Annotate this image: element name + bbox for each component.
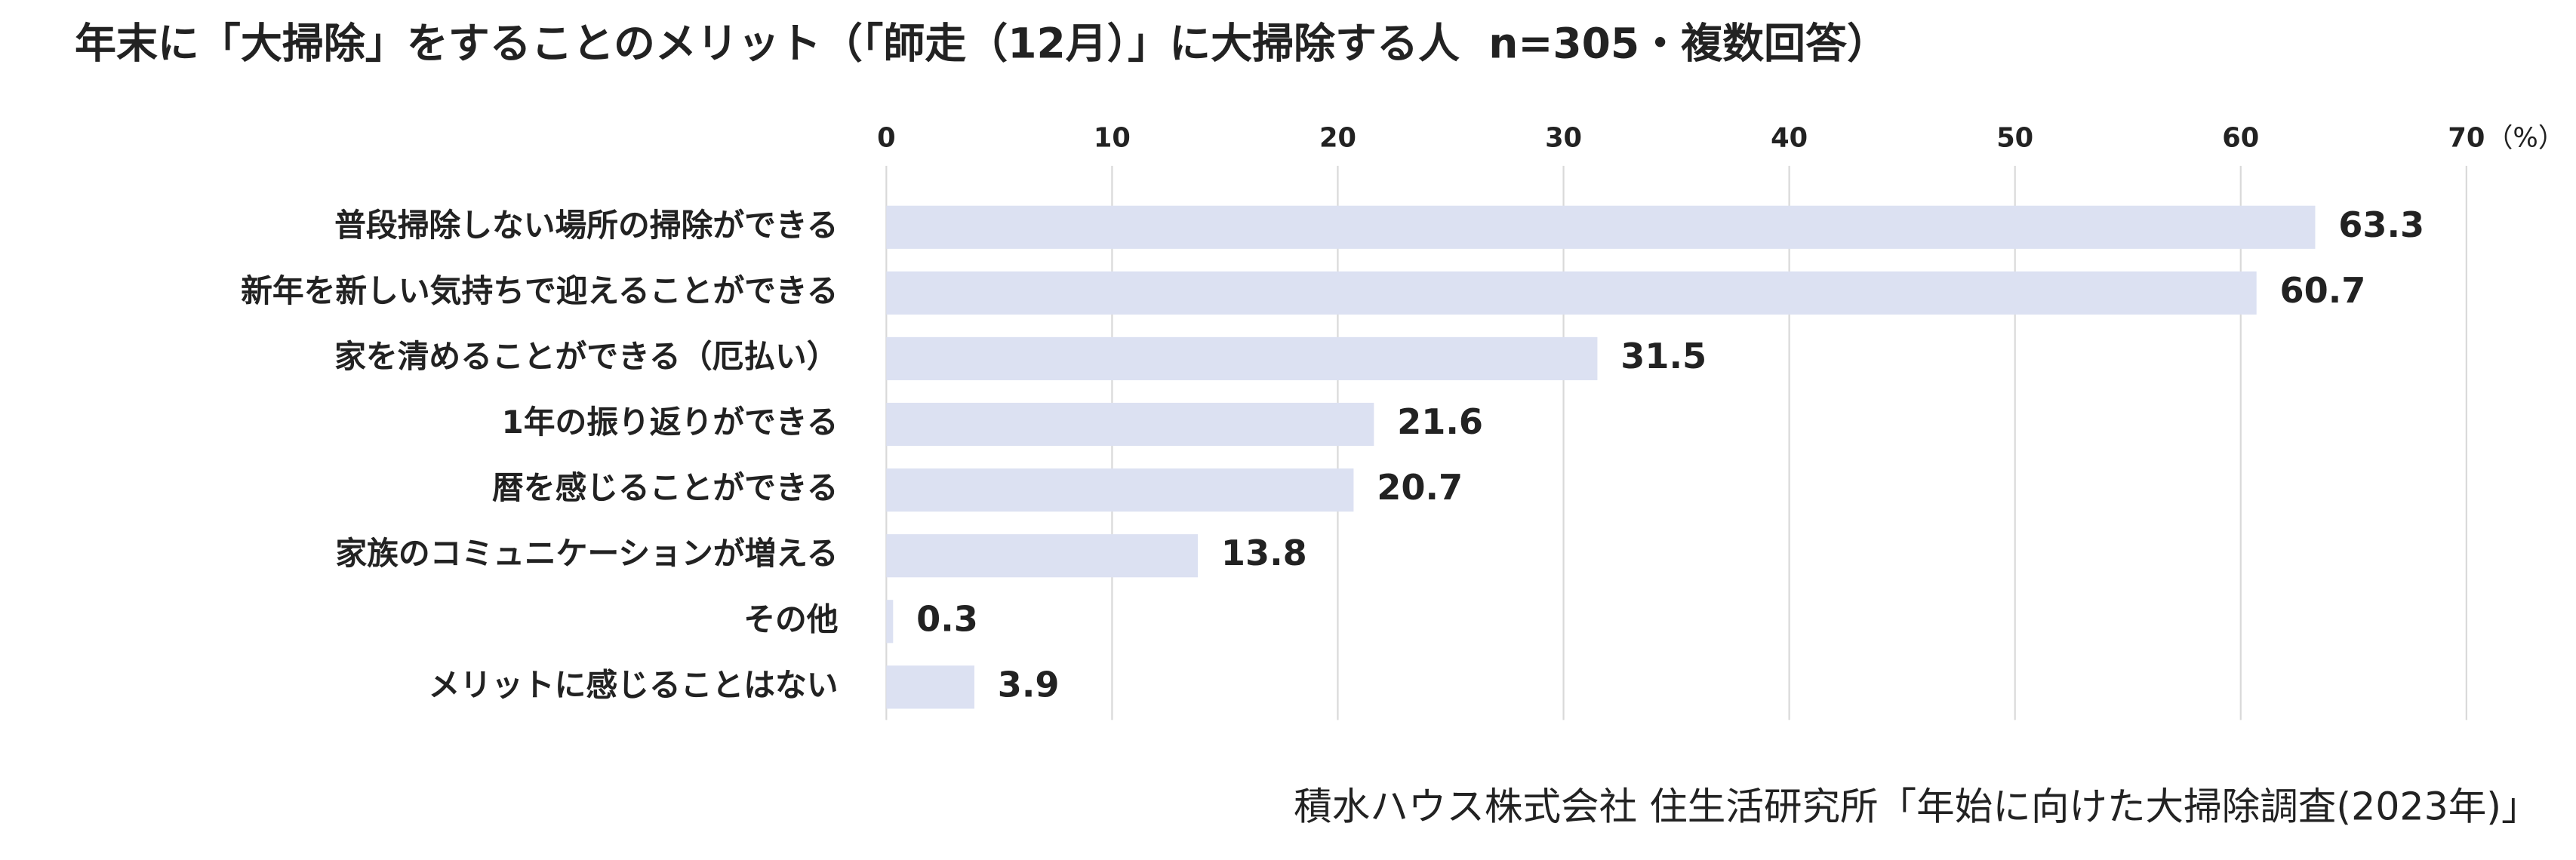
x-tick-label: 30: [1545, 123, 1582, 154]
x-tick-label: 40: [1771, 123, 1808, 154]
value-label: 21.6: [1397, 401, 1483, 442]
value-label: 60.7: [2279, 270, 2365, 311]
x-tick-label: 20: [1319, 123, 1356, 154]
category-label: 1年の振り返りができる: [502, 404, 839, 441]
value-label: 20.7: [1377, 467, 1463, 508]
bar: [886, 468, 1354, 512]
value-label: 13.8: [1221, 533, 1307, 573]
chart-title: 年末に「大掃除」をすることのメリット（「師走（12月）」に大掃除する人 n=30…: [75, 20, 1888, 68]
bar: [886, 402, 1374, 447]
x-tick-label: 50: [1996, 123, 2033, 154]
x-tick-label: 10: [1094, 123, 1131, 154]
source: 積水ハウス株式会社 住生活研究所「年始に向けた大掃除調査(2023年)」: [1294, 785, 2540, 829]
bar: [886, 336, 1598, 381]
value-label: 31.5: [1620, 336, 1707, 376]
category-label: メリットに感じることはない: [429, 666, 839, 703]
x-unit-label: （%）: [2486, 123, 2565, 154]
bar: [886, 205, 2316, 249]
category-label: その他: [743, 600, 838, 637]
value-label: 3.9: [998, 664, 1060, 705]
bar: [886, 665, 974, 709]
x-tick-label: 60: [2222, 123, 2259, 154]
category-label: 暦を感じることができる: [492, 469, 839, 506]
x-tick-label: 70: [2448, 123, 2485, 154]
bar: [886, 534, 1199, 578]
bar: [886, 600, 894, 643]
value-label: 63.3: [2338, 204, 2424, 245]
bar: [886, 271, 2257, 315]
category-label: 普段掃除しない場所の掃除ができる: [334, 207, 838, 244]
category-label: 家族のコミュニケーションが増える: [335, 535, 838, 572]
value-label: 0.3: [916, 598, 978, 639]
category-label: 家を清めることができる（厄払い）: [334, 338, 838, 375]
x-tick-label: 0: [877, 123, 895, 154]
category-label: 新年を新しい気持ちで迎えることができる: [241, 272, 838, 309]
